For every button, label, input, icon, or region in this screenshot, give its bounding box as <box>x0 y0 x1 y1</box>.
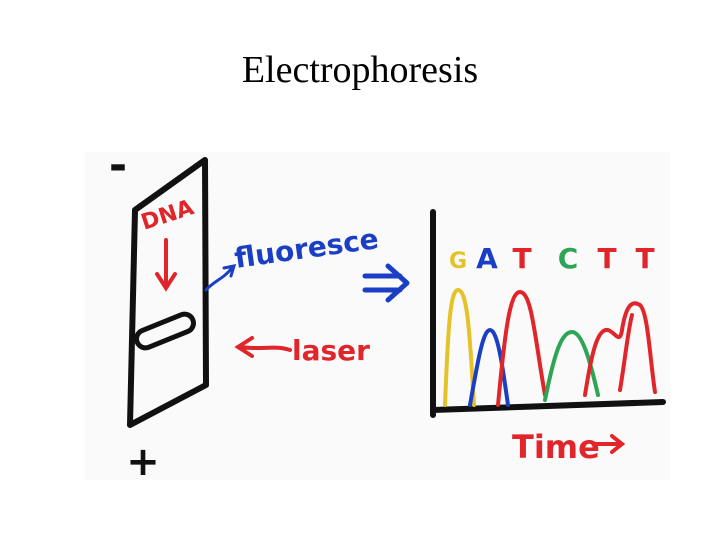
base-letter: T <box>635 242 654 275</box>
result-arrow <box>362 263 410 303</box>
time-label: Time <box>512 428 600 466</box>
peak <box>496 289 547 407</box>
fluorescence-arrow <box>204 264 237 292</box>
peak <box>468 327 510 407</box>
time-arrow <box>593 434 626 454</box>
slide-title: Electrophoresis <box>242 49 478 91</box>
migration-arrow <box>155 238 177 292</box>
base-letter: T <box>597 242 616 275</box>
laser-arrow <box>234 336 292 358</box>
gel-slab <box>127 157 209 428</box>
chromatogram-axes <box>430 209 666 418</box>
dna-band <box>134 311 196 351</box>
base-letter: A <box>476 242 498 275</box>
positive-pole: + <box>126 439 160 485</box>
negative-pole: - <box>109 140 127 191</box>
peaks <box>443 287 657 407</box>
peak <box>618 313 634 392</box>
laser-label: laser <box>292 334 370 367</box>
peak <box>583 301 657 397</box>
peak <box>443 287 476 407</box>
base-letter: C <box>558 242 579 275</box>
base-letter: T <box>512 242 531 275</box>
base-letter: G <box>449 249 467 274</box>
